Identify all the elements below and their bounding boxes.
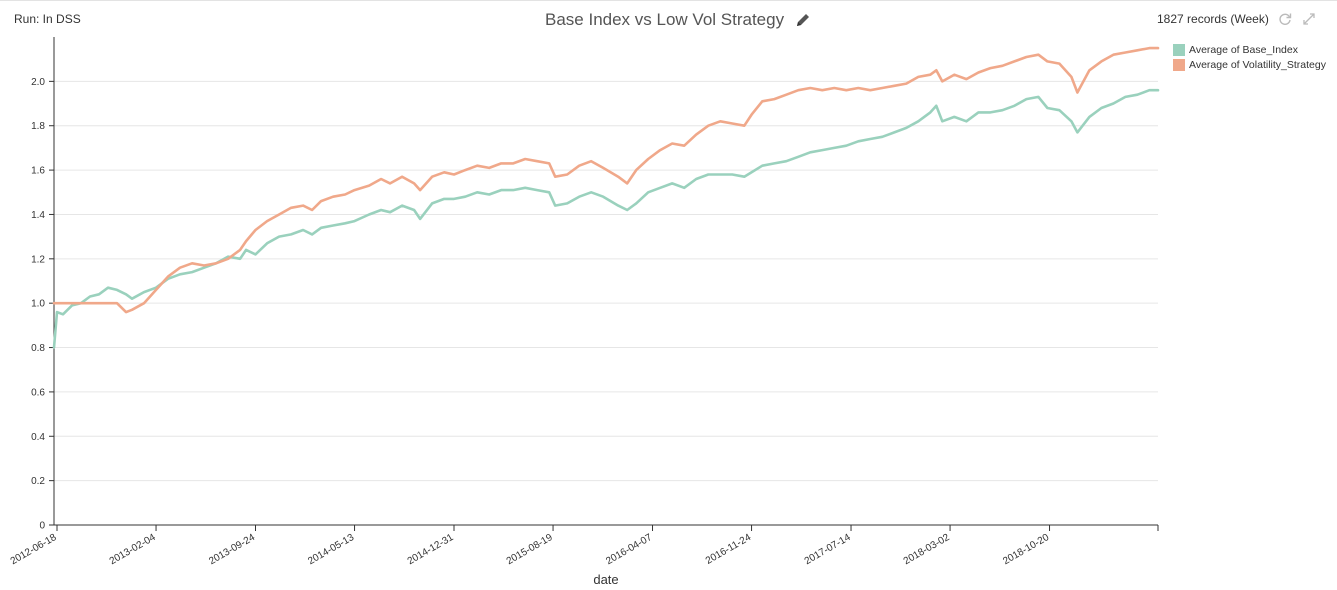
pencil-icon[interactable] — [794, 11, 812, 29]
y-tick-label: 1.4 — [31, 210, 45, 221]
y-tick-label: 1.6 — [31, 166, 45, 177]
x-tick-label: 2018-03-02 — [902, 532, 952, 567]
y-tick-label: 1.2 — [31, 254, 45, 265]
x-tick-label: 2015-08-19 — [505, 532, 555, 567]
x-tick-label: 2014-05-13 — [306, 532, 356, 567]
x-tick-label: 2018-10-20 — [1001, 532, 1051, 567]
x-tick-label: 2016-11-24 — [704, 532, 754, 567]
legend-item-base-index[interactable]: Average of Base_Index — [1173, 43, 1326, 58]
x-tick-label: 2014-12-31 — [406, 532, 456, 567]
y-tick-label: 1.8 — [31, 121, 45, 132]
chart-title: Base Index vs Low Vol Strategy — [545, 10, 785, 29]
legend-label: Average of Volatility_Strategy — [1189, 58, 1326, 71]
x-tick-label: 2016-04-07 — [604, 532, 654, 567]
x-tick-label: 2017-07-14 — [803, 532, 853, 567]
x-tick-label: 2013-02-04 — [108, 532, 158, 567]
series-lines — [52, 46, 1160, 349]
y-tick-label: 0.4 — [31, 432, 45, 443]
legend-swatch — [1173, 44, 1185, 57]
refresh-icon[interactable] — [1278, 12, 1292, 26]
x-axis: 2012-06-18 2013-02-04 2013-09-24 2014-05-13… — [9, 524, 1159, 567]
y-tick-label: 0 — [39, 521, 45, 532]
series-line-volatility-strategy[interactable] — [52, 46, 1160, 314]
top-border — [0, 0, 1337, 1]
y-axis: 0 0.2 0.4 0.6 0.8 1.0 1.2 1.4 1.6 1.8 2.0 — [31, 37, 55, 532]
y-tick-label: 1.0 — [31, 299, 45, 310]
expand-icon[interactable] — [1302, 12, 1316, 26]
run-status-label: Run: In DSS — [14, 12, 81, 26]
legend-label: Average of Base_Index — [1189, 44, 1298, 57]
legend-item-volatility-strategy[interactable]: Average of Volatility_Strategy — [1173, 58, 1326, 73]
legend-swatch — [1173, 58, 1185, 71]
x-axis-title: date — [593, 572, 618, 587]
y-tick-label: 0.2 — [31, 476, 45, 487]
title-area: Base Index vs Low Vol Strategy — [545, 10, 812, 30]
y-tick-label: 0.8 — [31, 343, 45, 354]
y-tick-label: 2.0 — [31, 77, 45, 88]
legend: Average of Base_Index Average of Volatil… — [1173, 43, 1326, 72]
x-tick-label: 2012-06-18 — [9, 532, 59, 567]
y-tick-label: 0.6 — [31, 387, 45, 398]
x-tick-label: 2013-09-24 — [207, 532, 257, 567]
series-line-base-index[interactable] — [52, 88, 1160, 349]
grid-lines — [54, 80, 1158, 482]
records-count: 1827 records (Week) — [1157, 12, 1269, 26]
